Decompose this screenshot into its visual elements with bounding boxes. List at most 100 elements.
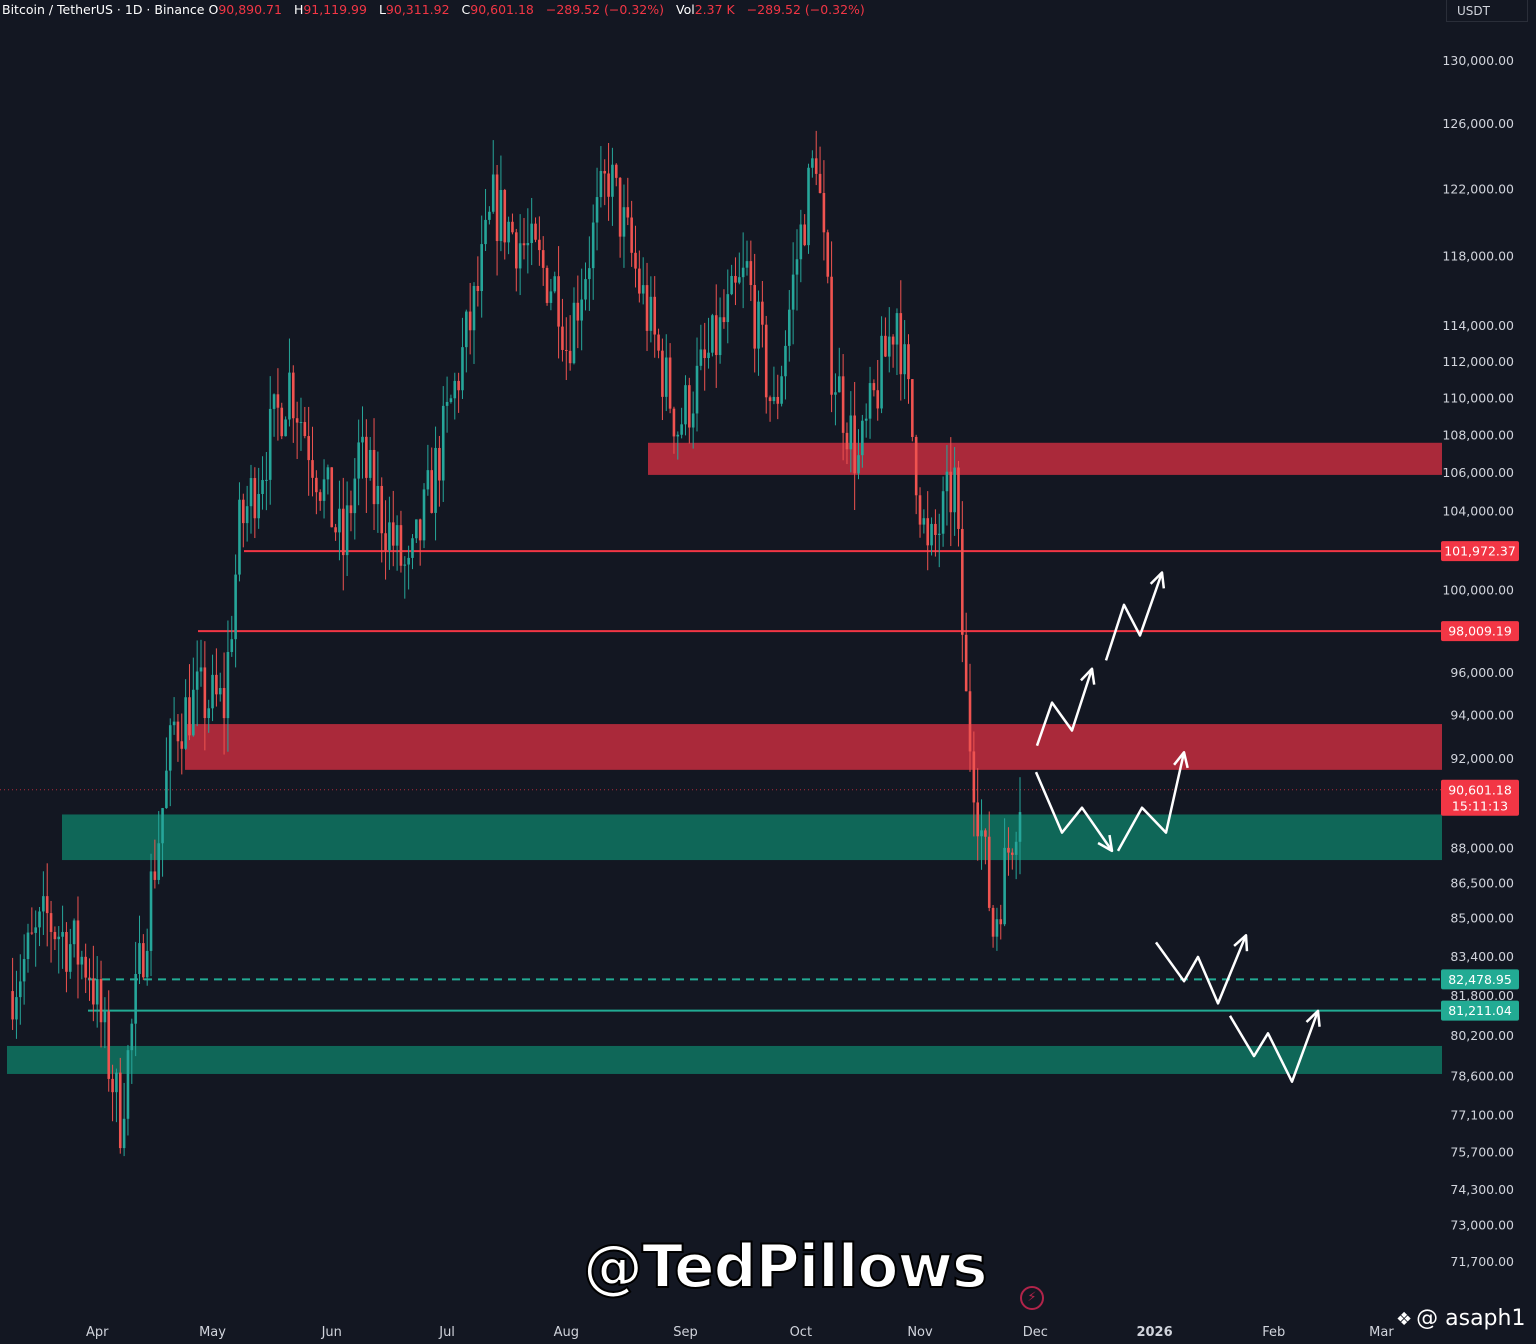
candle[interactable]	[361, 406, 364, 479]
candle[interactable]	[611, 147, 614, 226]
candle[interactable]	[607, 143, 610, 221]
candle[interactable]	[580, 268, 583, 351]
candle[interactable]	[522, 217, 526, 260]
candle[interactable]	[280, 402, 284, 440]
candle[interactable]	[322, 459, 326, 519]
candle[interactable]	[553, 271, 557, 294]
resistance-price-tag[interactable]: 98,009.19	[1441, 621, 1519, 642]
candle[interactable]	[688, 377, 691, 444]
candle[interactable]	[430, 447, 434, 514]
candle[interactable]	[276, 368, 280, 441]
candle[interactable]	[345, 481, 349, 576]
zigzag-lower-arrow-2[interactable]	[1228, 1010, 1320, 1083]
candle[interactable]	[415, 519, 418, 544]
candle[interactable]	[22, 934, 26, 1005]
candle[interactable]	[953, 447, 956, 536]
candle[interactable]	[215, 648, 218, 707]
candle[interactable]	[184, 679, 187, 750]
candle[interactable]	[457, 372, 460, 413]
candle[interactable]	[822, 160, 826, 261]
candle[interactable]	[834, 373, 837, 426]
candle[interactable]	[507, 216, 510, 255]
candle[interactable]	[672, 406, 676, 454]
candle[interactable]	[837, 347, 841, 393]
candle[interactable]	[961, 501, 964, 663]
candle[interactable]	[941, 476, 945, 547]
candle[interactable]	[503, 188, 507, 260]
candle[interactable]	[115, 1068, 118, 1123]
candle[interactable]	[622, 184, 626, 268]
candle[interactable]	[549, 278, 553, 311]
bolt-icon[interactable]: ⚡	[1020, 1286, 1044, 1310]
candle[interactable]	[1003, 818, 1006, 927]
candle[interactable]	[261, 456, 264, 510]
support-zone[interactable]	[62, 814, 1442, 861]
candle[interactable]	[153, 839, 157, 889]
candle[interactable]	[857, 429, 860, 480]
candle[interactable]	[772, 366, 776, 405]
candle[interactable]	[626, 177, 630, 226]
currency-selector[interactable]: USDT	[1446, 0, 1528, 22]
candle[interactable]	[987, 811, 991, 912]
candle[interactable]	[980, 799, 983, 870]
candle[interactable]	[357, 419, 360, 506]
candle[interactable]	[918, 487, 922, 538]
candle[interactable]	[649, 276, 653, 343]
candle[interactable]	[588, 236, 591, 311]
candle[interactable]	[541, 236, 545, 286]
candle[interactable]	[407, 545, 410, 590]
candle[interactable]	[34, 910, 37, 967]
candle[interactable]	[761, 281, 764, 348]
candle[interactable]	[826, 229, 830, 284]
candle[interactable]	[741, 232, 745, 309]
candle[interactable]	[234, 554, 237, 668]
candle[interactable]	[818, 146, 822, 194]
candle[interactable]	[530, 197, 533, 266]
candle[interactable]	[230, 615, 234, 657]
candle[interactable]	[253, 467, 257, 539]
candle[interactable]	[568, 315, 572, 371]
candle[interactable]	[707, 317, 710, 369]
candle[interactable]	[242, 493, 245, 548]
candle[interactable]	[849, 391, 853, 473]
candle[interactable]	[465, 309, 468, 373]
candle[interactable]	[718, 297, 722, 364]
candle[interactable]	[599, 146, 603, 208]
candle[interactable]	[638, 250, 641, 303]
candle[interactable]	[84, 943, 87, 994]
zigzag-up-arrow-1[interactable]	[1035, 668, 1094, 747]
candle[interactable]	[899, 280, 903, 401]
candle[interactable]	[668, 343, 672, 414]
zigzag-down-arrow[interactable]	[1034, 771, 1114, 852]
candle[interactable]	[868, 366, 872, 439]
candle[interactable]	[745, 240, 749, 276]
candle[interactable]	[468, 282, 472, 355]
candle[interactable]	[734, 257, 737, 306]
candle[interactable]	[891, 334, 895, 368]
candle[interactable]	[349, 490, 353, 532]
candle[interactable]	[111, 1064, 114, 1122]
candle[interactable]	[845, 422, 849, 465]
support-zone[interactable]	[7, 1045, 1442, 1074]
candle[interactable]	[265, 452, 268, 511]
candle[interactable]	[895, 308, 899, 376]
candle[interactable]	[526, 208, 530, 274]
candle[interactable]	[134, 941, 137, 1057]
candle[interactable]	[45, 863, 49, 947]
candle[interactable]	[545, 265, 549, 306]
candle[interactable]	[130, 1018, 134, 1084]
candle[interactable]	[441, 386, 445, 502]
candle[interactable]	[72, 918, 76, 958]
candle[interactable]	[726, 269, 730, 344]
candle[interactable]	[691, 391, 695, 449]
candle[interactable]	[730, 264, 733, 296]
candle[interactable]	[26, 923, 30, 973]
candle[interactable]	[584, 262, 587, 311]
candle[interactable]	[438, 435, 441, 507]
candle[interactable]	[315, 470, 318, 515]
candle[interactable]	[207, 699, 210, 733]
candle[interactable]	[930, 517, 933, 556]
candle[interactable]	[57, 926, 61, 974]
